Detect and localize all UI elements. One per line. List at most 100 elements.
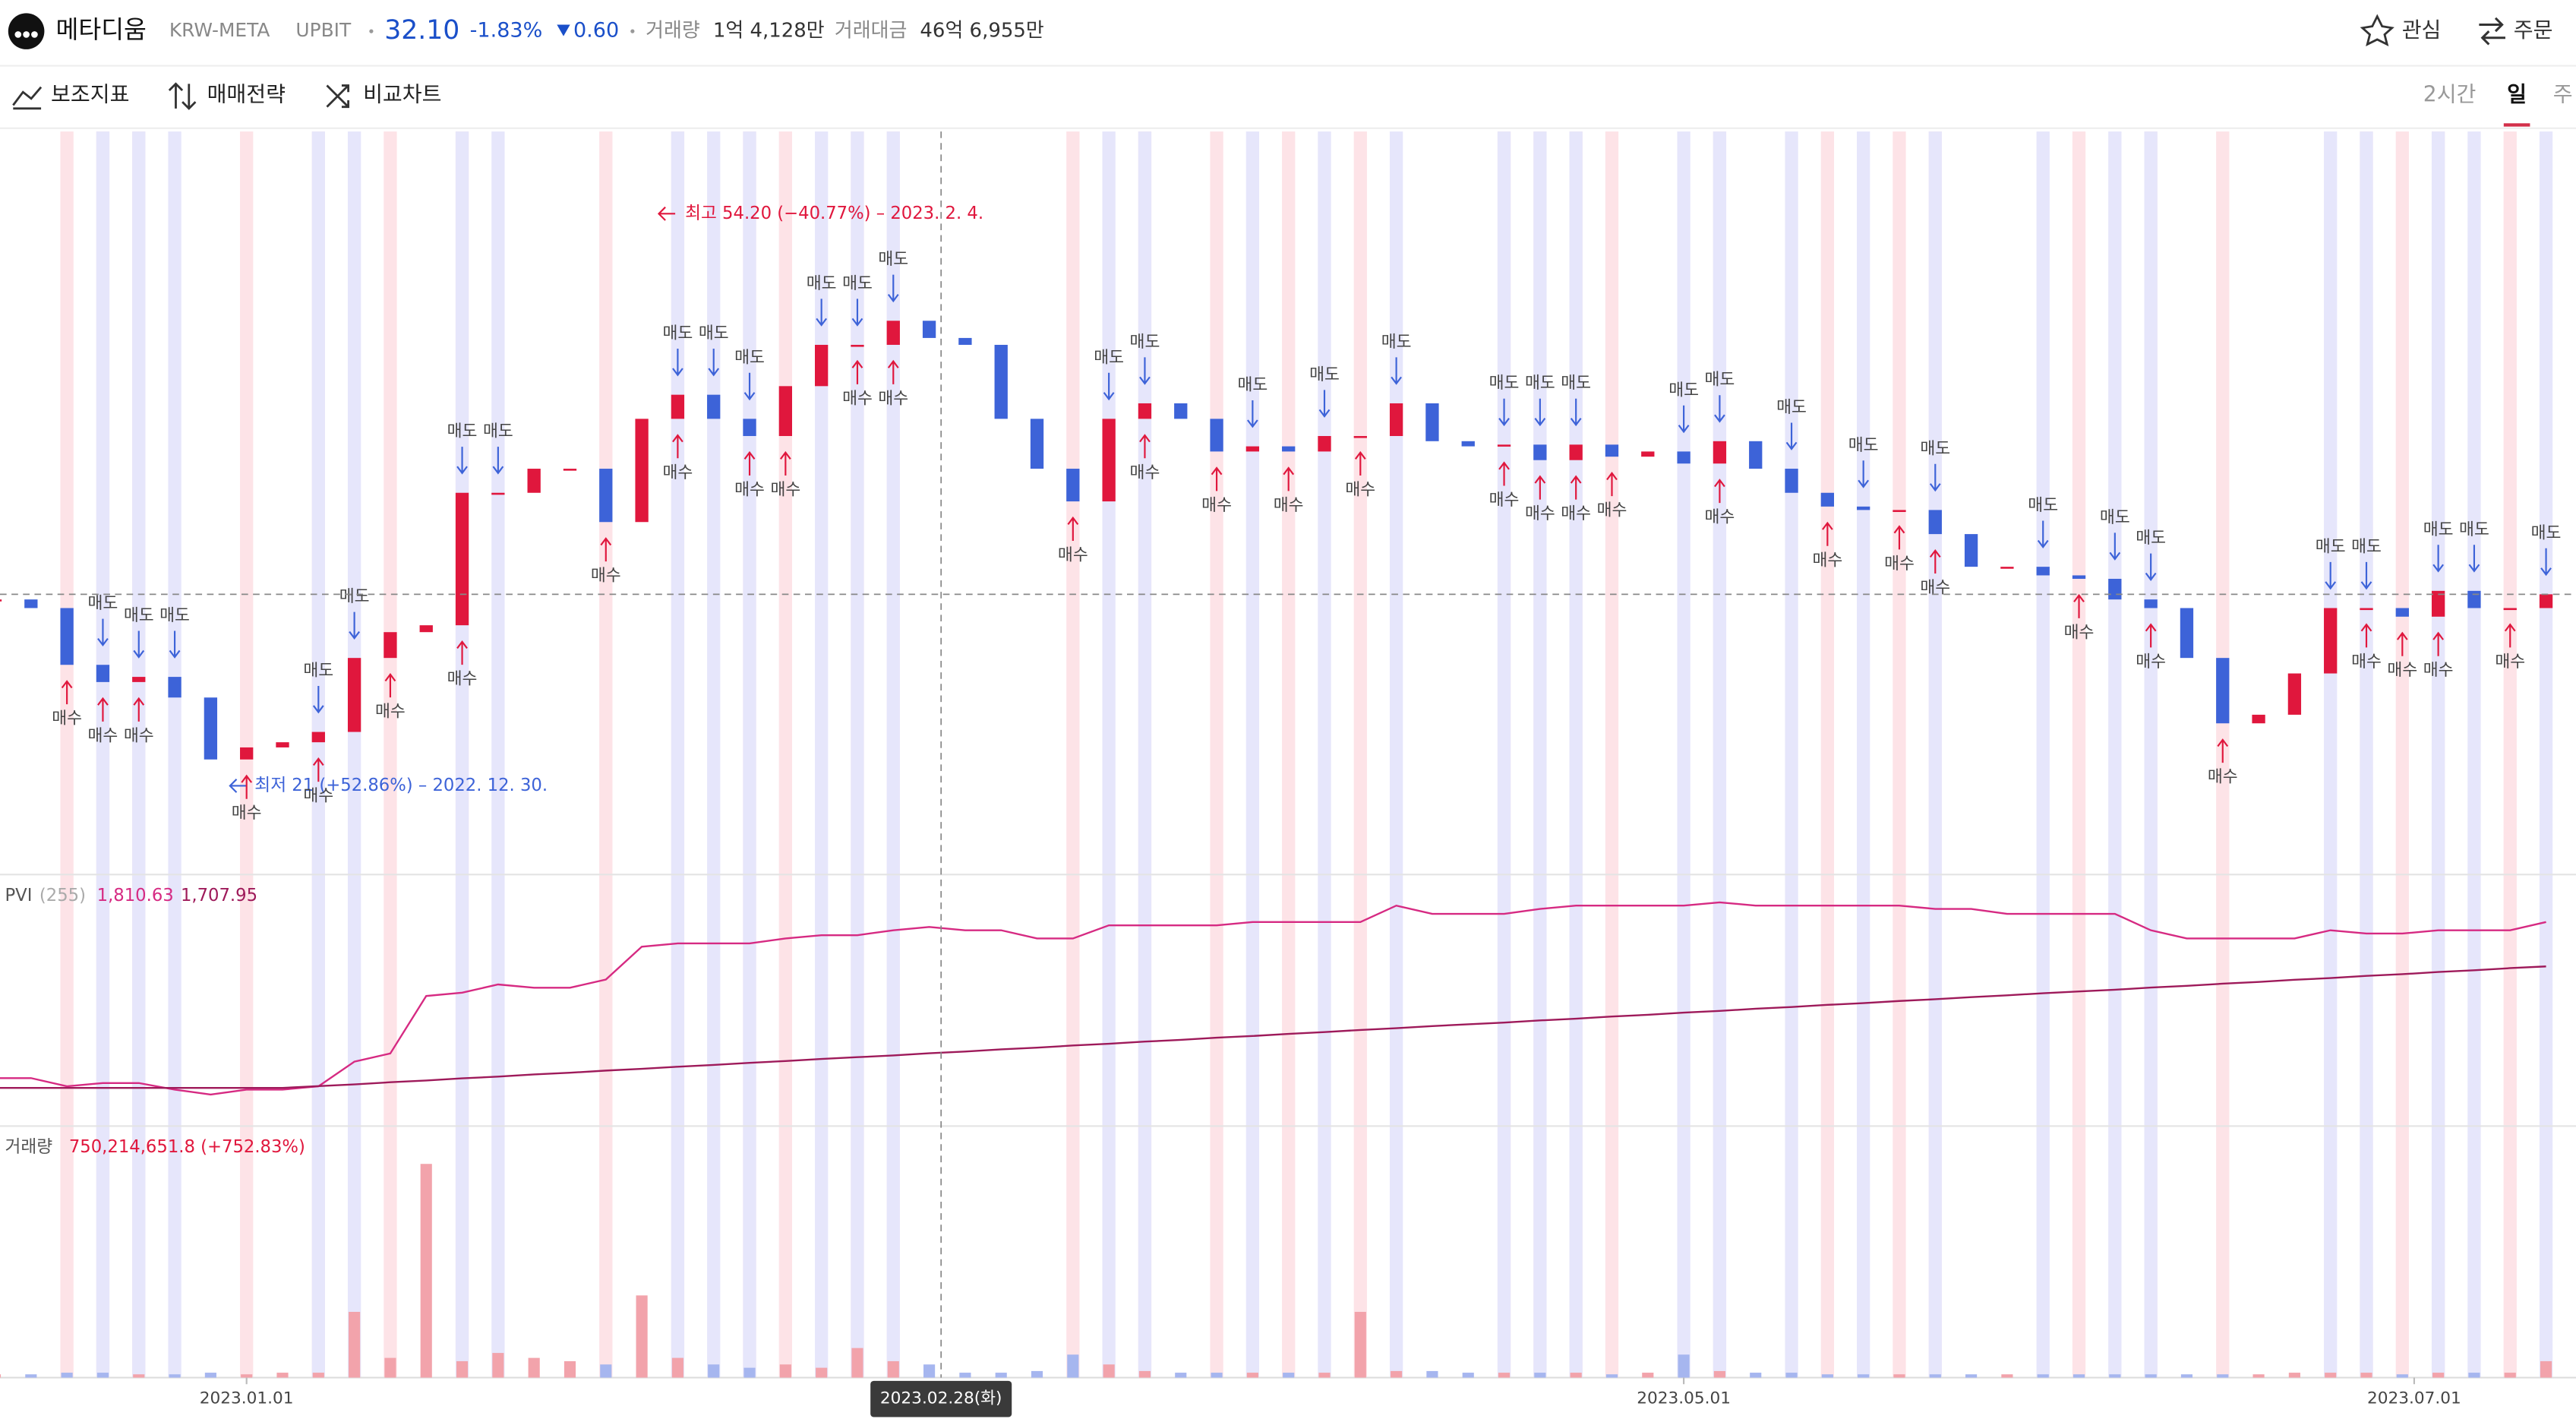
- sell-band: [168, 131, 182, 1378]
- volume-bar: [887, 1360, 899, 1378]
- candle: [599, 469, 613, 523]
- active-underline: [2503, 123, 2530, 127]
- volume-bar: [600, 1364, 612, 1378]
- sell-label: 매도: [124, 606, 154, 625]
- volume-bar: [959, 1373, 971, 1378]
- sell-band: [1245, 131, 1260, 1378]
- pvi-current: 1,810.63: [97, 886, 174, 905]
- sell-arrow: [1318, 390, 1331, 418]
- volume-bar: [169, 1374, 181, 1378]
- volume-bar: [133, 1374, 145, 1378]
- period-tab[interactable]: 주: [2553, 82, 2573, 107]
- volume-bar: [1858, 1374, 1870, 1378]
- sell-label: 매도: [1525, 374, 1555, 393]
- sell-band: [132, 131, 146, 1378]
- compare-icon[interactable]: [326, 84, 350, 109]
- candle: [132, 677, 146, 682]
- indicator-icon[interactable]: [12, 86, 43, 110]
- volume-bar: [1283, 1373, 1295, 1378]
- background-layer: [60, 131, 2553, 1378]
- sell-band: [743, 131, 756, 1378]
- volume-bar: [1211, 1373, 1223, 1378]
- buy-label: 매수: [1345, 480, 1375, 499]
- buy-arrow: [61, 680, 73, 705]
- candle: [491, 492, 505, 495]
- sell-arrow: [2432, 545, 2444, 573]
- volume-bar: [1605, 1374, 1618, 1378]
- candle: [1174, 403, 1188, 419]
- buy-band: [60, 131, 74, 1378]
- sell-arrow: [851, 299, 863, 327]
- period-tab-active[interactable]: 일: [2507, 82, 2527, 107]
- volume-bar: [1642, 1373, 1654, 1378]
- sell-band: [2539, 131, 2553, 1378]
- sell-band: [851, 131, 864, 1378]
- buy-arrow: [2396, 631, 2408, 656]
- volume-title: 거래량: [5, 1137, 52, 1157]
- low-arrow: [229, 779, 247, 793]
- volume-bar: [276, 1373, 289, 1378]
- sell-label: 매도: [699, 324, 729, 343]
- candle: [1785, 469, 1798, 493]
- sell-arrow: [1785, 422, 1798, 450]
- buy-arrow: [97, 697, 109, 722]
- candle: [2467, 590, 2481, 608]
- volume-bar: [2145, 1374, 2157, 1378]
- candle: [2287, 673, 2302, 715]
- candle: [922, 321, 936, 338]
- candle: [1318, 436, 1331, 452]
- candle: [1102, 419, 1116, 502]
- sell-arrow: [1103, 372, 1115, 401]
- candle: [419, 625, 433, 633]
- swap-icon[interactable]: [2479, 17, 2505, 46]
- buy-label: 매수: [124, 726, 154, 745]
- sell-label: 매도: [447, 422, 478, 441]
- volume-bar: [1354, 1312, 1366, 1378]
- order-button[interactable]: 주문: [2514, 17, 2553, 43]
- sell-band: [2324, 131, 2338, 1378]
- x-tick-label: 2023.01.01: [200, 1389, 294, 1408]
- candle: [24, 599, 38, 608]
- candle: [563, 469, 577, 471]
- logo-dot: [31, 31, 38, 38]
- volume-bar: [204, 1373, 216, 1378]
- volume-bar: [1750, 1373, 1762, 1378]
- watch-button[interactable]: 관심: [2402, 17, 2442, 43]
- sell-band: [886, 131, 900, 1378]
- buy-arrow: [384, 673, 396, 698]
- sell-arrow: [1929, 463, 1941, 492]
- buy-arrow: [1534, 475, 1546, 500]
- strategy-button[interactable]: 매매전략: [207, 82, 286, 107]
- candle: [1030, 419, 1044, 469]
- sell-band: [311, 131, 325, 1378]
- star-icon[interactable]: [2360, 14, 2394, 47]
- sell-band: [2108, 131, 2122, 1378]
- compare-button[interactable]: 비교차트: [363, 82, 441, 107]
- buy-label: 매수: [1812, 551, 1842, 570]
- buy-band: [1282, 131, 1296, 1378]
- strategy-icon[interactable]: [168, 82, 197, 110]
- buy-label: 매수: [447, 670, 478, 689]
- sell-arrow: [1858, 460, 1870, 488]
- candle: [1353, 436, 1367, 438]
- candle: [886, 321, 900, 345]
- sell-label: 매도: [1130, 333, 1160, 352]
- volume-bar: [851, 1348, 863, 1378]
- buy-arrow: [2145, 623, 2157, 648]
- candle: [2108, 578, 2122, 600]
- period-tab[interactable]: 2시간: [2423, 82, 2477, 107]
- buy-arrow: [2432, 631, 2444, 656]
- volume-bar: [923, 1364, 936, 1378]
- sell-label: 매도: [1920, 439, 1950, 458]
- sell-arrow: [169, 630, 181, 659]
- x-tick-label: 2023.05.01: [1637, 1389, 1731, 1408]
- indicators-button[interactable]: 보조지표: [51, 82, 129, 107]
- sell-arrow: [2360, 561, 2372, 590]
- coin-name: 메타디움: [56, 15, 147, 44]
- sell-label: 매도: [339, 587, 370, 606]
- dot: [630, 29, 635, 33]
- buy-label: 매수: [2423, 661, 2454, 680]
- candle: [2072, 575, 2086, 579]
- buy-arrow: [312, 757, 324, 782]
- volume-bar: [96, 1373, 109, 1378]
